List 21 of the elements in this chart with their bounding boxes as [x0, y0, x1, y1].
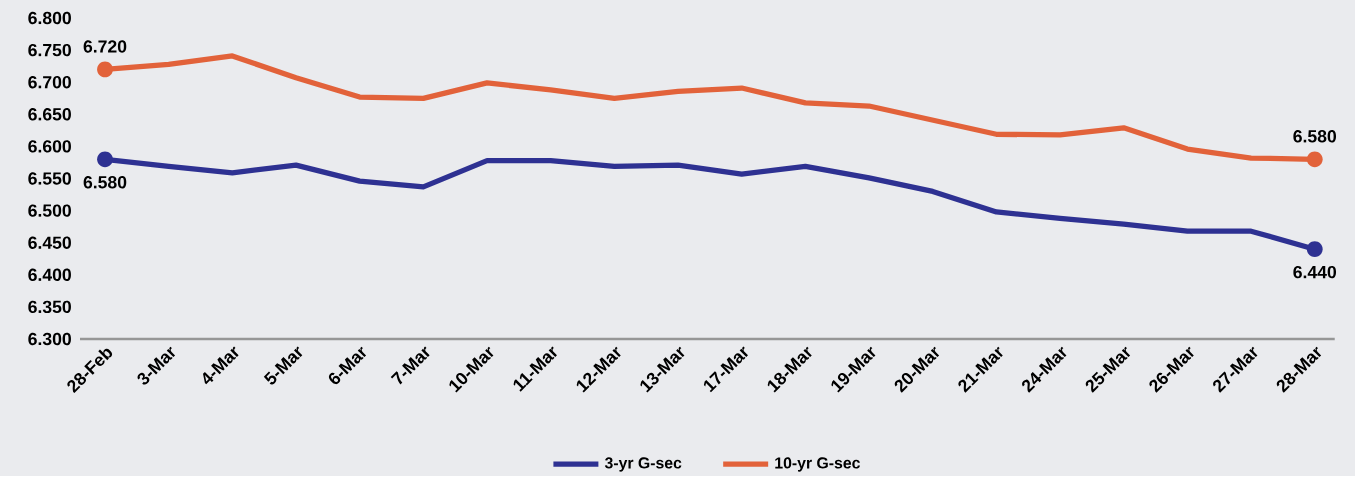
data-label: 6.580 [83, 176, 127, 189]
y-tick-label: 6.500 [28, 204, 71, 217]
y-tick-label: 6.550 [28, 172, 71, 185]
y-tick-label: 6.800 [28, 11, 71, 25]
point [1306, 151, 1323, 168]
legend-label: 10-yr G-sec [775, 457, 860, 472]
y-tick-label: 6.350 [28, 300, 71, 314]
data-label: 6.440 [1293, 265, 1337, 279]
y-tick-label: 6.300 [28, 332, 71, 346]
y-tick-label: 6.600 [28, 140, 71, 153]
point [97, 61, 113, 78]
y-tick-label: 6.700 [28, 75, 71, 89]
legend-label: 3-yr G-sec [604, 457, 682, 472]
y-tick-label: 6.400 [28, 268, 71, 281]
data-label: 6.720 [83, 40, 127, 53]
point [97, 151, 113, 168]
y-tick-label: 6.450 [28, 236, 71, 249]
y-tick-label: 6.750 [28, 43, 71, 57]
point [1306, 241, 1323, 258]
y-tick-label: 6.650 [28, 108, 71, 121]
data-label: 6.580 [1293, 130, 1337, 143]
